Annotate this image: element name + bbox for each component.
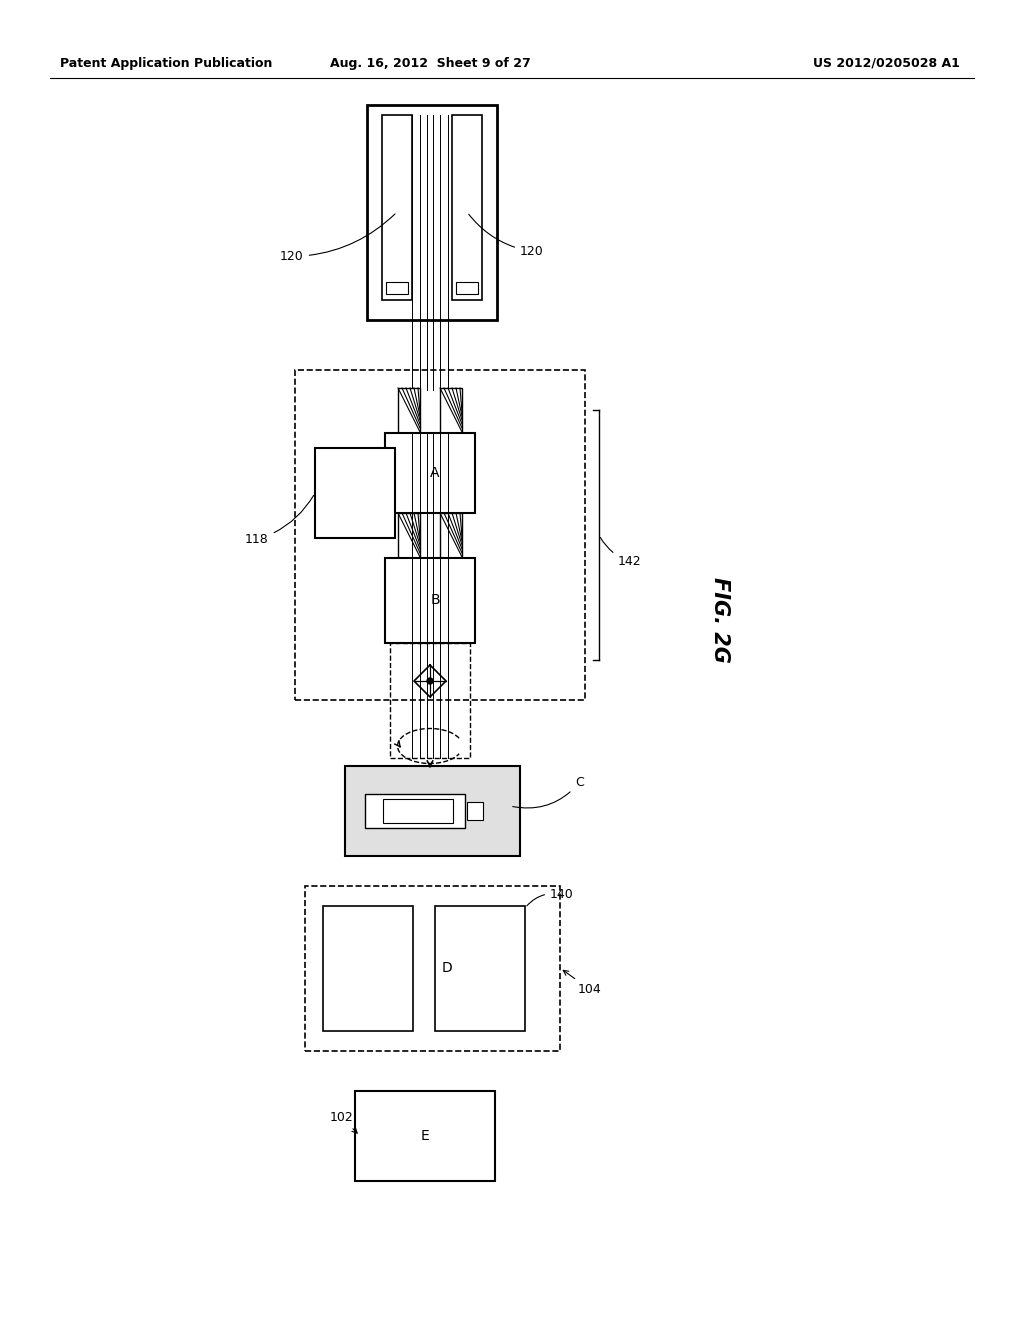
Text: 102: 102 — [330, 1111, 357, 1133]
Text: E: E — [421, 1129, 429, 1143]
Bar — [440, 388, 462, 433]
Text: A: A — [430, 466, 439, 480]
Bar — [345, 766, 520, 855]
Bar — [383, 799, 453, 822]
Bar — [355, 1092, 495, 1181]
Bar — [365, 795, 465, 828]
Bar — [398, 388, 420, 433]
Bar — [382, 115, 412, 300]
Text: 120: 120 — [469, 214, 544, 257]
Circle shape — [427, 678, 433, 684]
Bar — [367, 106, 497, 319]
Text: Patent Application Publication: Patent Application Publication — [60, 57, 272, 70]
Text: Aug. 16, 2012  Sheet 9 of 27: Aug. 16, 2012 Sheet 9 of 27 — [330, 57, 530, 70]
Bar — [452, 115, 482, 300]
Text: FIG. 2G: FIG. 2G — [710, 577, 730, 663]
Text: C: C — [513, 776, 584, 808]
Bar — [385, 433, 475, 513]
Bar — [305, 886, 560, 1051]
Text: 140: 140 — [526, 888, 573, 906]
Bar — [386, 282, 408, 294]
Text: D: D — [441, 961, 453, 975]
Text: B: B — [430, 593, 440, 607]
Text: US 2012/0205028 A1: US 2012/0205028 A1 — [813, 57, 961, 70]
Bar — [398, 513, 420, 558]
Bar — [456, 282, 478, 294]
Bar — [323, 906, 413, 1031]
Bar — [390, 643, 470, 758]
Bar — [435, 906, 525, 1031]
Bar — [440, 513, 462, 558]
Text: 142: 142 — [600, 537, 642, 568]
Text: 104: 104 — [563, 970, 602, 997]
Bar — [315, 447, 395, 539]
Text: 118: 118 — [245, 495, 313, 546]
Text: 120: 120 — [280, 214, 395, 263]
Bar — [467, 803, 483, 820]
Bar — [295, 370, 585, 700]
Bar — [385, 558, 475, 643]
